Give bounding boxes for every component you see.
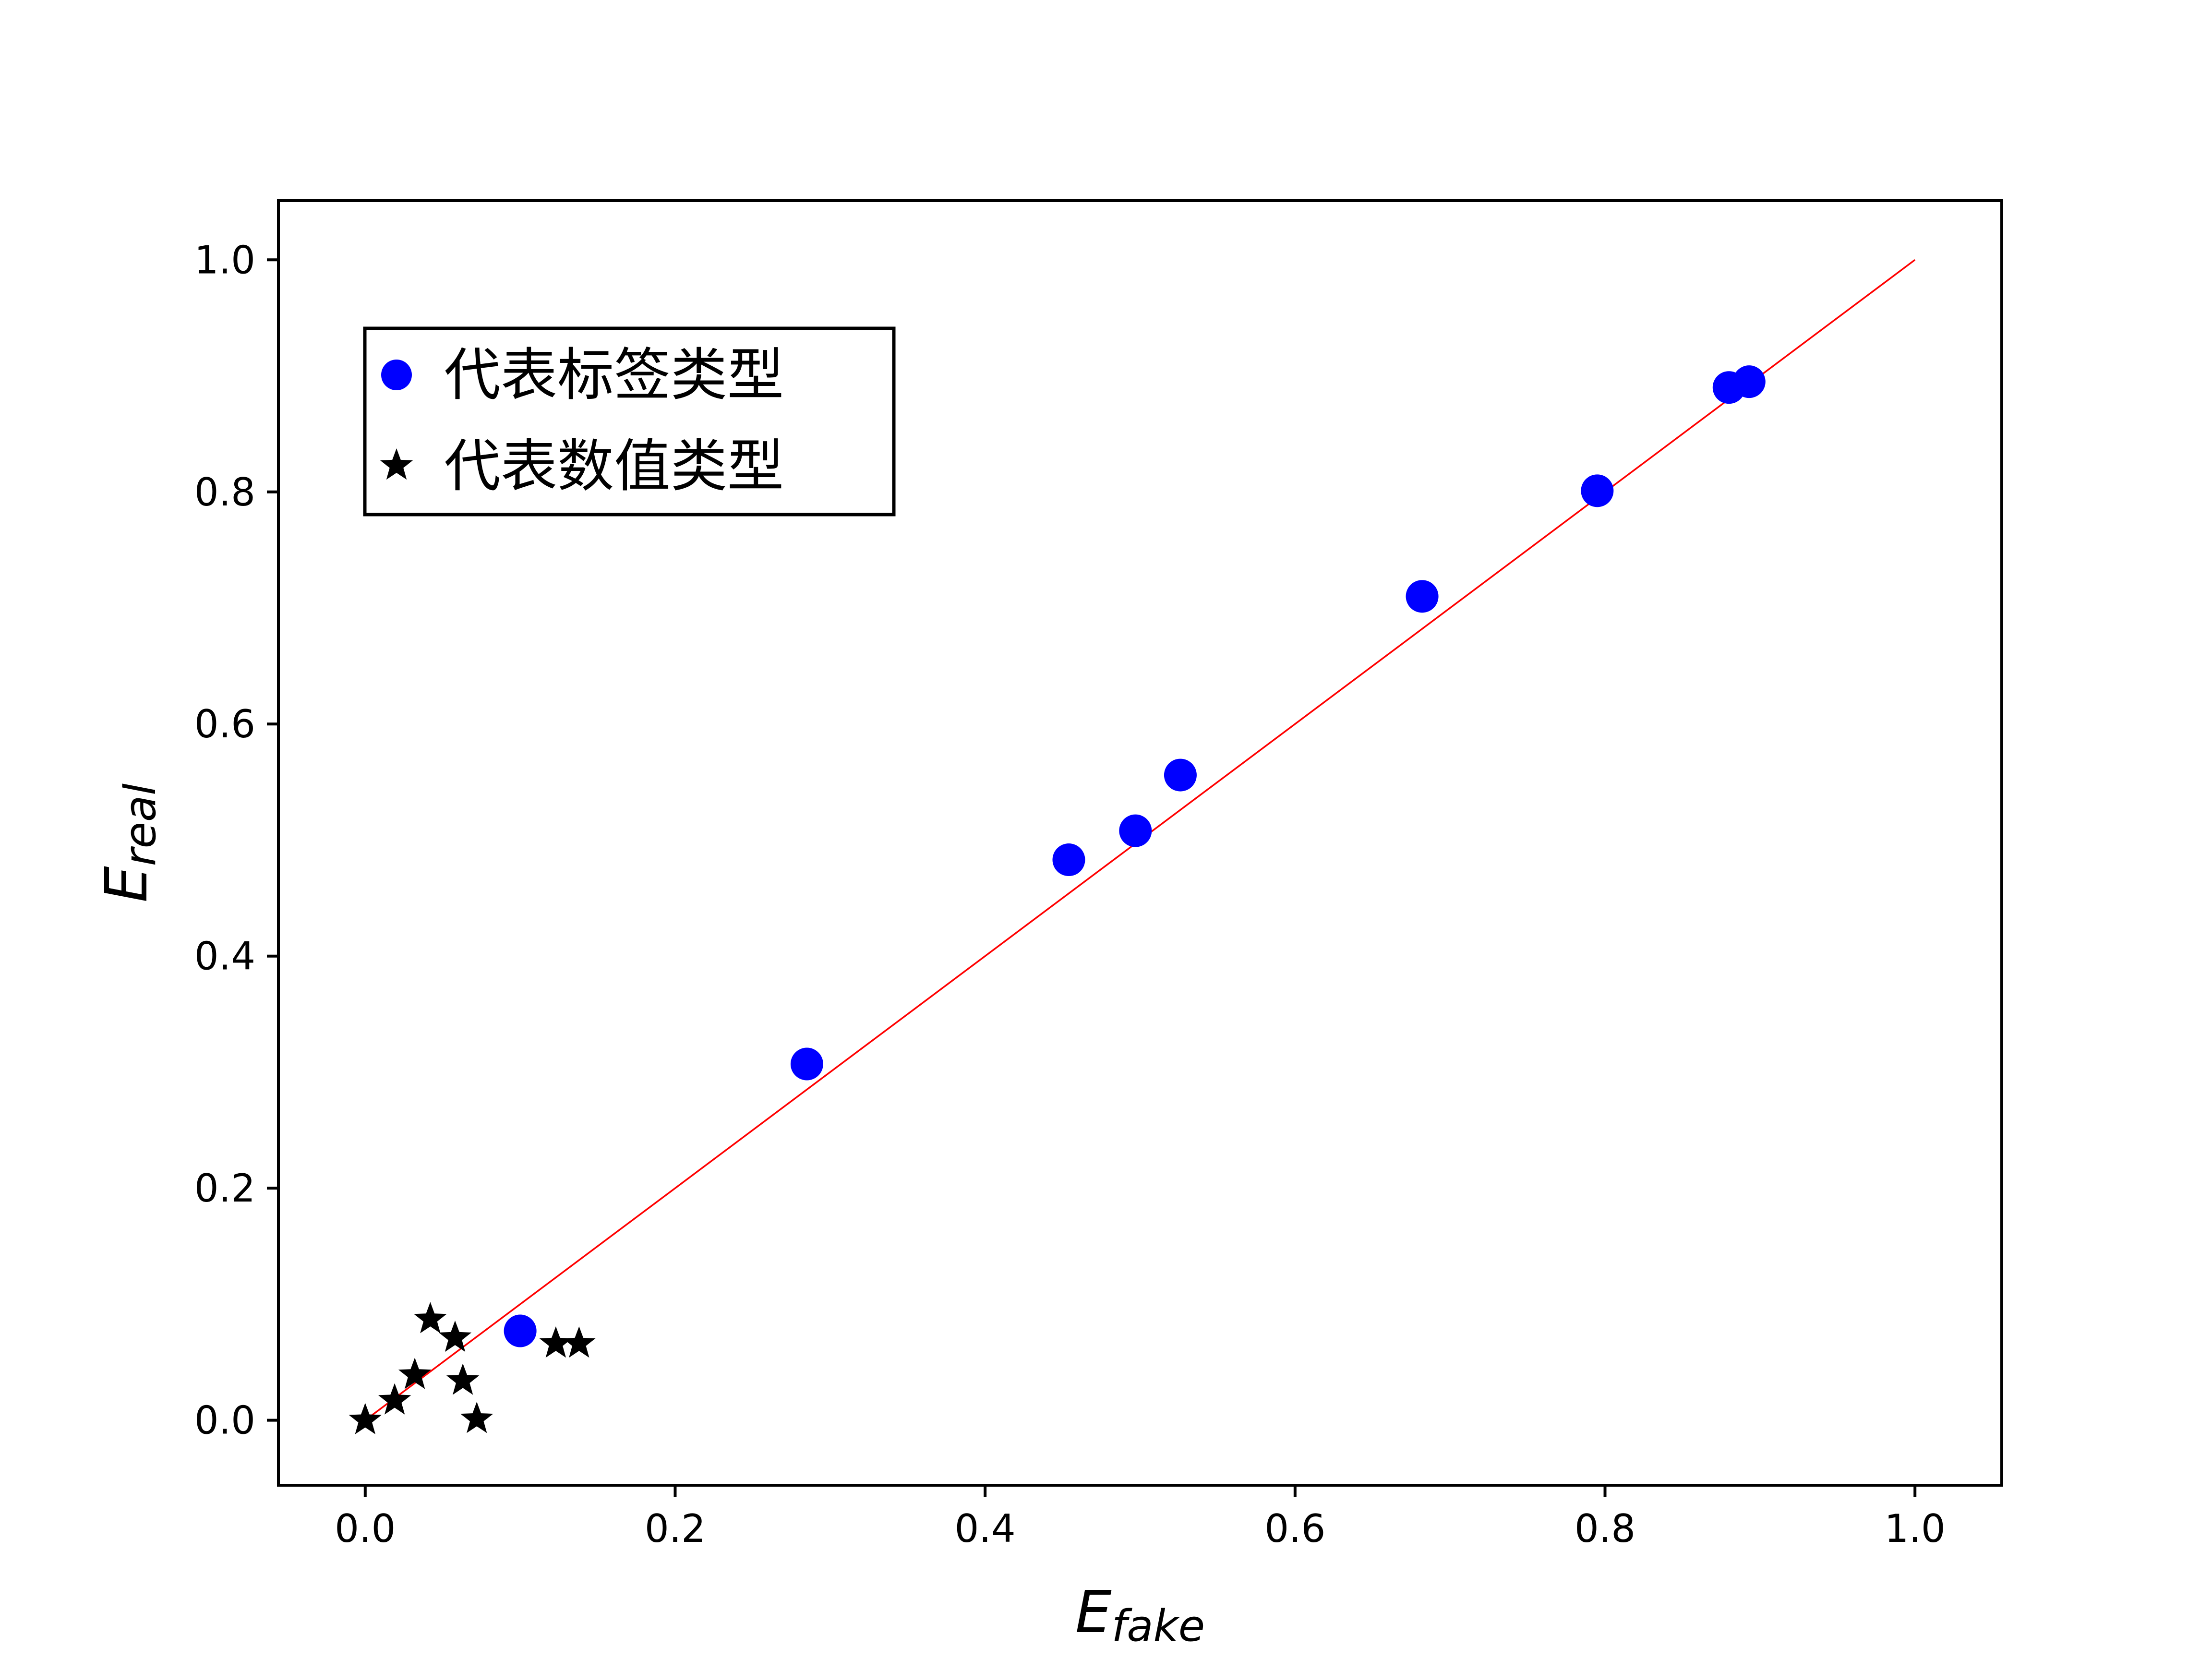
y-tick-label: 0.2: [194, 1166, 255, 1211]
data-point-circle: [1119, 814, 1152, 847]
series-label-type: [504, 365, 1766, 1347]
axes: 0.0 0.0 0.2 0.2 0.4 0.4 0.6 0.6 0.8 0.8 1.0 1.0: [194, 199, 2003, 1551]
x-tick-label: 0.2: [645, 1506, 706, 1551]
data-point-star: [539, 1326, 573, 1358]
data-point-star: [414, 1302, 447, 1334]
data-point-star: [398, 1358, 432, 1389]
data-point-star: [349, 1403, 382, 1434]
x-tick-label: 0.4: [955, 1506, 1016, 1551]
legend-frame: [363, 326, 896, 517]
data-point-circle: [790, 1047, 823, 1081]
x-axis-label: Efake: [1075, 1579, 1205, 1651]
series-numeric-type: [349, 1302, 596, 1434]
data-point-circle: [1406, 580, 1439, 613]
data-point-circle: [1581, 474, 1614, 507]
x-tick-label: 1.0: [1885, 1506, 1946, 1551]
data-point-star: [446, 1363, 480, 1395]
data-point-star: [563, 1326, 596, 1358]
y-axis-label: Ereal: [94, 783, 166, 902]
y-tick-label: 0.6: [194, 702, 255, 746]
data-point-circle: [1732, 365, 1766, 398]
x-tick-label: 0.0: [335, 1506, 396, 1551]
y-tick-label: 0.8: [194, 470, 255, 515]
y-tick-label: 0.0: [194, 1398, 255, 1443]
y-tick-label: 0.4: [194, 934, 255, 979]
x-tick-label: 0.6: [1264, 1506, 1325, 1551]
data-point-circle: [1164, 758, 1197, 792]
legend-label-numeric-type: 代表数值类型: [444, 433, 784, 499]
legend: 代表标签类型 代表数值类型: [363, 326, 896, 517]
data-point-star: [378, 1383, 411, 1415]
x-tick-label: 0.8: [1575, 1506, 1635, 1551]
plot-area: [349, 259, 1916, 1434]
legend-marker-star: [380, 448, 413, 480]
data-point-star: [460, 1402, 493, 1433]
data-point-star: [438, 1321, 472, 1352]
legend-marker-circle: [381, 360, 412, 390]
legend-label-label-type: 代表标签类型: [444, 342, 784, 408]
axes-frame: [277, 199, 2003, 1487]
y-tick-label: 1.0: [194, 238, 255, 282]
data-point-circle: [504, 1314, 537, 1347]
data-point-circle: [1052, 843, 1085, 877]
